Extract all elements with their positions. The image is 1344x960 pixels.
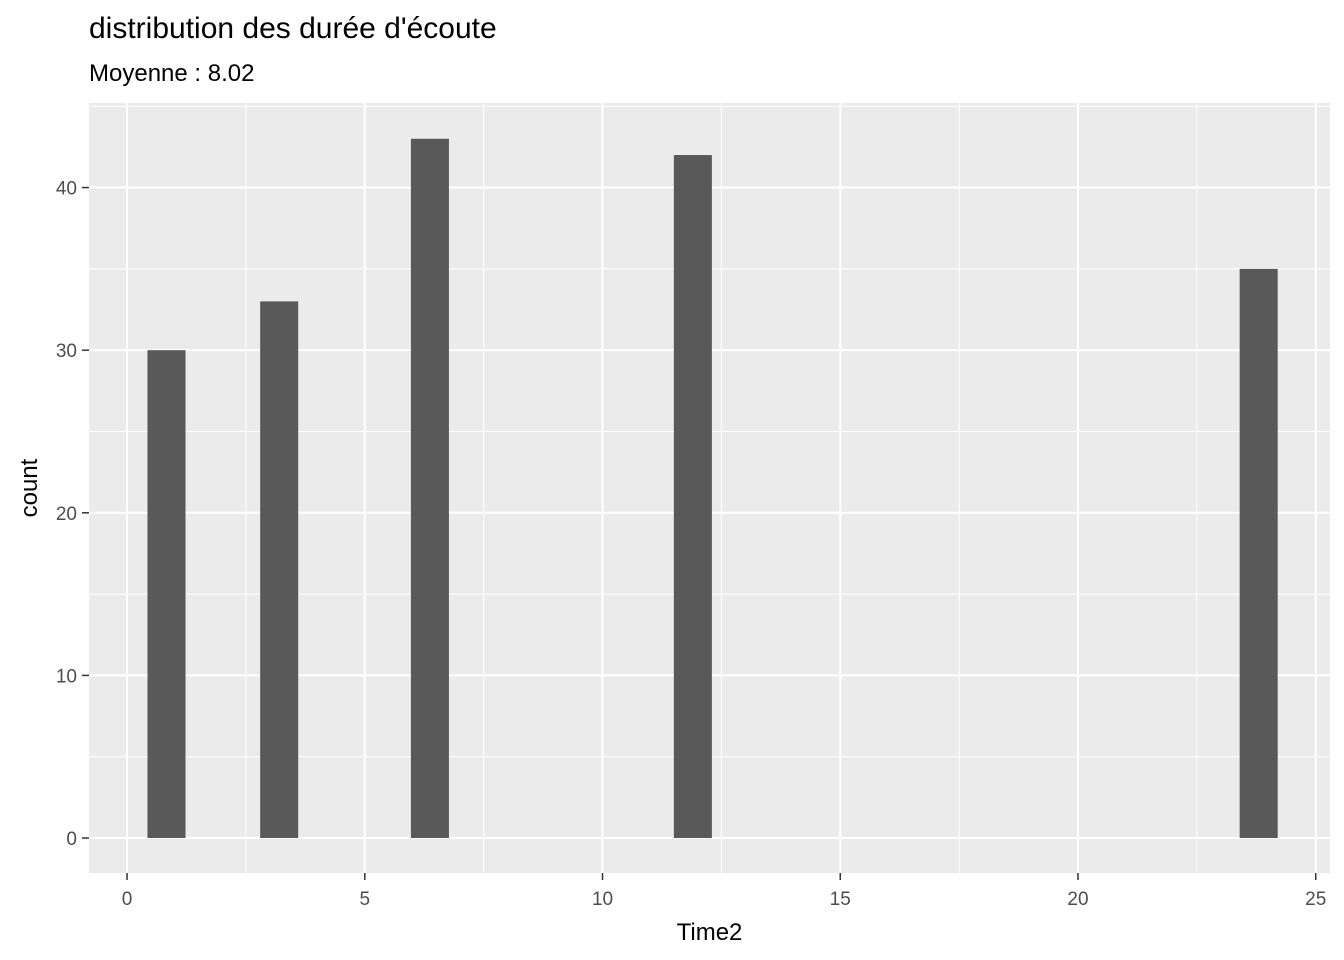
y-tick-label: 10 [56, 666, 77, 687]
histogram-bar [1239, 268, 1278, 839]
x-axis-title: Time2 [677, 919, 743, 946]
x-tick-label: 0 [122, 889, 133, 910]
y-axis: 0 10 20 30 40 [56, 179, 89, 850]
chart-title: distribution des durée d'écoute [89, 12, 497, 45]
histogram-bar [147, 350, 186, 839]
y-tick-label: 30 [56, 341, 77, 362]
y-axis-title: count [16, 458, 43, 517]
histogram-bar [410, 138, 449, 839]
x-tick-label: 20 [1067, 889, 1088, 910]
y-tick-label: 0 [66, 829, 77, 850]
x-tick-label: 25 [1305, 889, 1326, 910]
x-tick-label: 10 [592, 889, 613, 910]
x-tick-label: 15 [830, 889, 851, 910]
x-axis: 0 5 10 15 20 25 [122, 873, 1326, 910]
histogram-bar [260, 301, 299, 839]
histogram-bar [673, 155, 712, 839]
y-tick-label: 20 [56, 504, 77, 525]
y-tick-label: 40 [56, 179, 77, 200]
histogram-bars [147, 138, 1278, 839]
chart-subtitle: Moyenne : 8.02 [89, 60, 255, 87]
x-tick-label: 5 [359, 889, 370, 910]
